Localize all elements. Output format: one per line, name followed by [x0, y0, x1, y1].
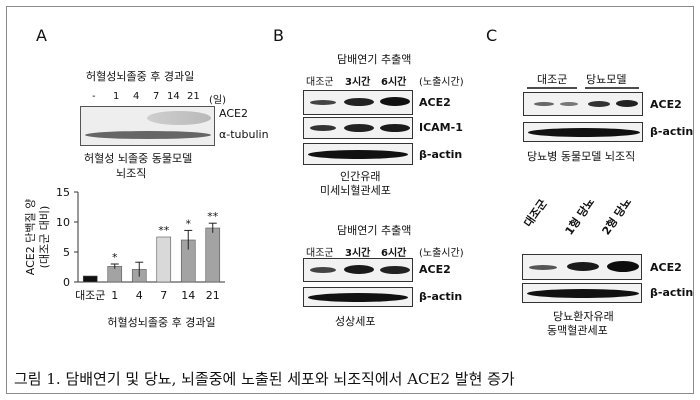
y-tick-label: 0	[63, 276, 70, 289]
lane-label: 4	[133, 91, 140, 102]
blot-icam1	[303, 117, 413, 139]
x-axis-label: 허혈성뇌졸중 후 경과일	[107, 315, 215, 329]
blot-bactin	[303, 287, 413, 307]
band	[380, 97, 410, 106]
x-tick-label: 21	[206, 289, 220, 302]
blot-ace2	[522, 254, 642, 280]
protein-label-ace2: ACE2	[650, 98, 682, 111]
panel-b-letter: B	[273, 26, 284, 45]
lane-label: 7	[153, 91, 160, 102]
bar	[82, 275, 98, 283]
lane-label: 3시간	[345, 248, 371, 259]
cell-label: 당뇨환자유래	[553, 310, 614, 323]
cell-label: 성상세포	[335, 315, 376, 328]
day-unit-label: (일)	[209, 95, 227, 106]
protein-label-ace2: ACE2	[219, 107, 248, 120]
blot-bactin	[303, 143, 413, 165]
blot-bactin	[522, 283, 642, 303]
bar	[156, 236, 172, 283]
y-axis-label: (대조군 대비)	[38, 206, 51, 269]
band	[308, 150, 408, 159]
x-tick-label: 4	[136, 289, 143, 302]
panel-a-western-blot	[80, 106, 215, 146]
protein-label-icam1: ICAM-1	[419, 121, 463, 134]
x-tick-label: 7	[160, 289, 167, 302]
cell-label: 인간유래	[340, 170, 381, 183]
band	[528, 128, 640, 137]
bar	[205, 227, 221, 283]
band	[588, 101, 610, 107]
band	[567, 262, 599, 271]
ace2-band	[147, 111, 211, 125]
cell-label: 동맥혈관세포	[547, 324, 608, 337]
tissue-label: 당뇨병 동물모델 뇌조직	[527, 150, 636, 163]
y-tick-label: 10	[56, 216, 70, 229]
figure-frame	[6, 6, 694, 394]
band	[380, 266, 410, 274]
lane-label: 6시간	[381, 248, 407, 259]
tissue-label: 뇌조직	[116, 167, 147, 180]
band	[527, 289, 639, 298]
blot-ace2	[303, 90, 413, 115]
protein-label-tubulin: α-tubulin	[219, 128, 269, 141]
significance-marker: **	[158, 224, 170, 237]
protein-label-ace2: ACE2	[650, 261, 682, 274]
group-brackets	[527, 87, 639, 89]
group-label: 대조군	[537, 73, 568, 86]
lane-label: -	[92, 91, 96, 102]
significance-marker: *	[112, 251, 118, 264]
lane-label: 대조군	[306, 248, 334, 259]
band	[344, 124, 374, 132]
band	[534, 102, 554, 106]
lane-label: 1	[113, 91, 120, 102]
group-label: 당뇨모델	[586, 73, 627, 86]
tubulin-band	[85, 131, 211, 139]
significance-marker: *	[186, 217, 192, 230]
protein-label-bactin: β-actin	[650, 286, 694, 299]
x-tick-label: 1	[111, 289, 118, 302]
blot-bactin	[523, 122, 643, 142]
band	[380, 124, 410, 132]
panel-c-letter: C	[486, 26, 498, 45]
x-tick-label: 대조군	[75, 289, 105, 302]
band	[616, 100, 638, 107]
y-tick-label: 5	[63, 246, 70, 259]
blot-ace2	[303, 258, 413, 282]
treatment-label: 담배연기 추출액	[337, 224, 412, 237]
y-axis-label: ACE2 단백질 양	[24, 199, 37, 275]
band	[310, 125, 336, 131]
band	[310, 267, 336, 273]
band	[560, 102, 578, 106]
lane-label: 14	[167, 91, 180, 102]
protein-label-bactin: β-actin	[419, 290, 463, 303]
panel-a-blot-title: 허혈성뇌졸중 후 경과일	[86, 70, 195, 83]
band	[344, 98, 374, 106]
y-tick-label: 15	[56, 186, 70, 199]
band	[308, 293, 408, 302]
protein-label-bactin: β-actin	[419, 148, 463, 161]
blot-ace2	[523, 92, 643, 116]
figure-caption: 그림 1. 담배연기 및 당뇨, 뇌졸중에 노출된 세포와 뇌조직에서 ACE2…	[14, 370, 515, 388]
panel-a-letter: A	[36, 26, 47, 45]
lane-label: 21	[187, 91, 200, 102]
band	[529, 265, 557, 270]
lane-label: 대조군	[306, 77, 334, 88]
tissue-label: 허혈성 뇌졸중 동물모델	[84, 152, 193, 165]
band	[344, 265, 374, 274]
exposure-label: (노출시간)	[419, 248, 464, 259]
lane-label: 6시간	[381, 77, 407, 88]
significance-marker: **	[207, 210, 219, 223]
protein-label-ace2: ACE2	[419, 96, 451, 109]
protein-label-ace2: ACE2	[419, 263, 451, 276]
protein-label-bactin: β-actin	[650, 125, 694, 138]
x-tick-label: 14	[181, 289, 195, 302]
cell-label: 미세뇌혈관세포	[320, 184, 391, 197]
treatment-label: 담배연기 추출액	[337, 53, 412, 66]
band	[607, 261, 639, 272]
lane-label: 3시간	[345, 77, 371, 88]
exposure-label: (노출시간)	[419, 77, 464, 88]
band	[310, 100, 336, 105]
